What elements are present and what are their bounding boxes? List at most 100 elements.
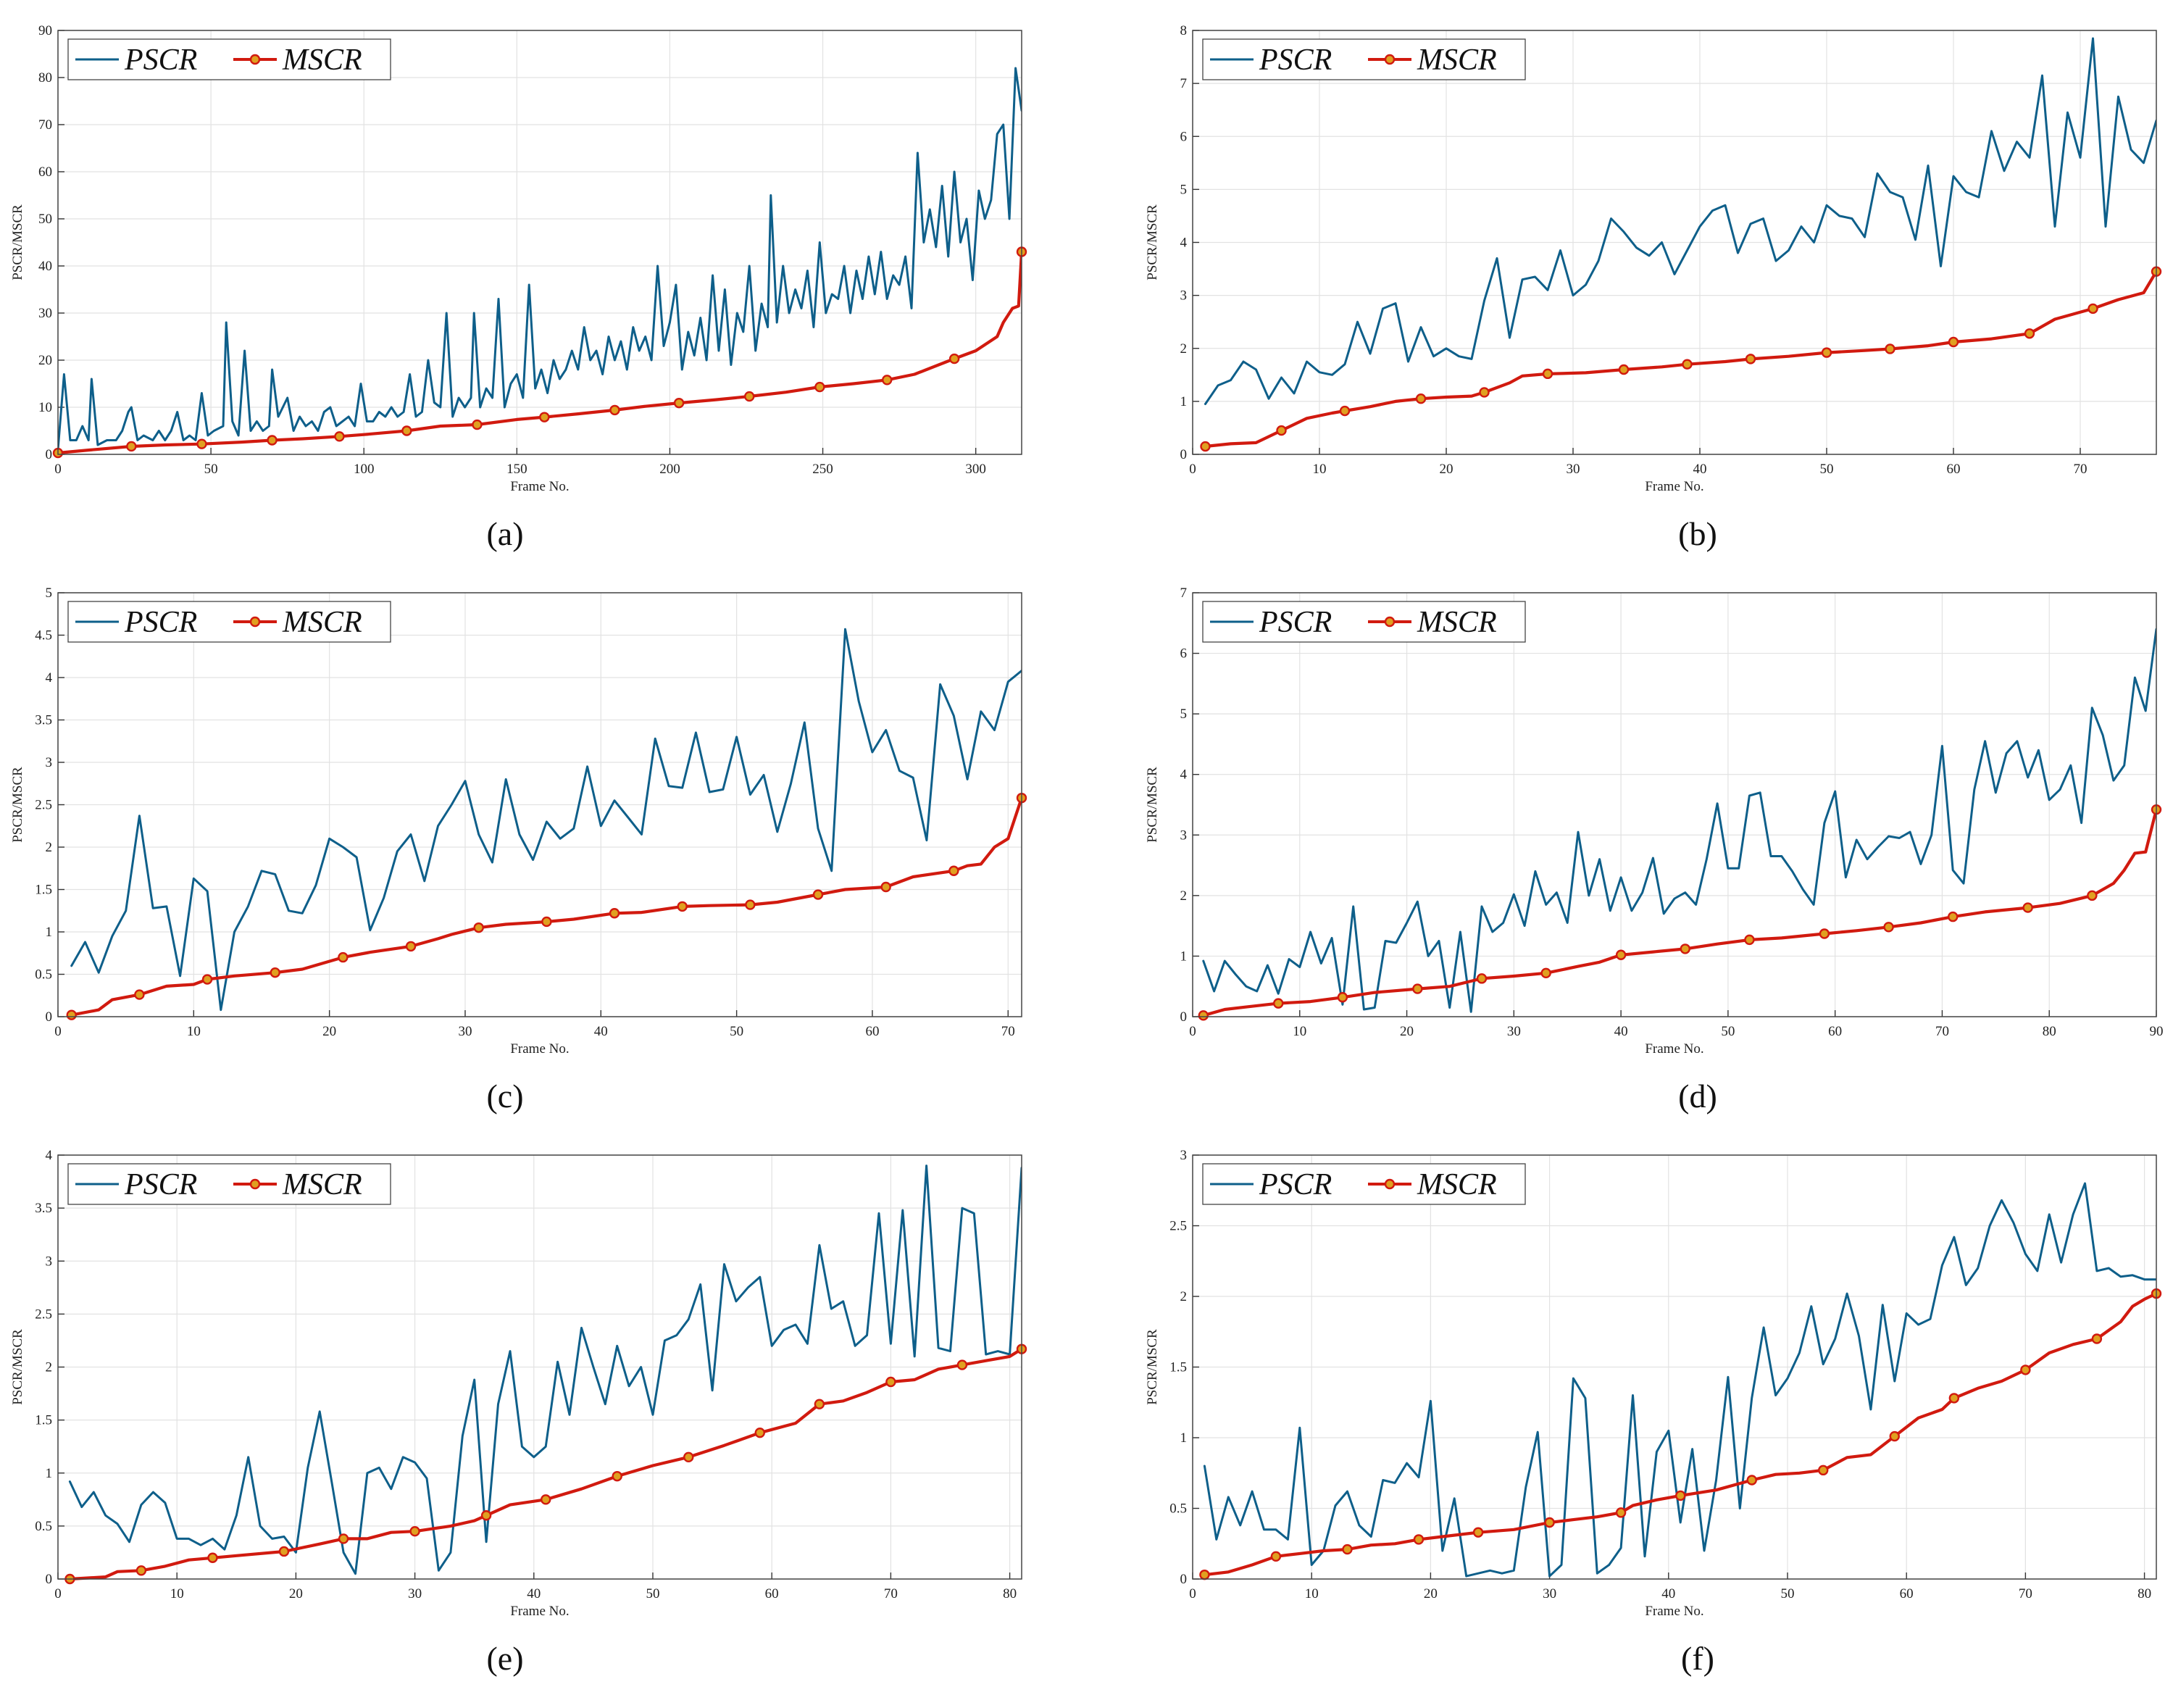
y-tick-label: 0 (1180, 1572, 1188, 1587)
panel-label: (d) (1678, 1078, 1717, 1115)
series-marker-mscr (948, 353, 960, 364)
y-tick-label: 2 (1180, 341, 1188, 357)
series-marker-mscr (2087, 890, 2098, 901)
series-marker-mscr (1680, 943, 1690, 954)
series-marker-mscr (401, 425, 412, 436)
x-axis-label: Frame No. (1645, 1041, 1703, 1057)
series-marker-mscr (66, 1009, 77, 1020)
y-tick-label: 1.5 (1169, 1360, 1187, 1375)
series-marker-mscr (338, 1533, 349, 1544)
y-tick-label: 2.5 (1169, 1219, 1187, 1234)
series-marker-mscr (1948, 911, 1959, 922)
series-marker-mscr (677, 901, 688, 912)
y-tick-label: 2 (46, 840, 53, 855)
series-marker-mscr (1273, 998, 1284, 1009)
panel-label: (e) (486, 1640, 523, 1677)
x-tick-label: 70 (884, 1586, 898, 1601)
x-tick-label: 10 (1305, 1586, 1319, 1601)
series-marker-mscr (1889, 1430, 1900, 1442)
series-marker-mscr (885, 1376, 896, 1388)
series-group (1201, 628, 2156, 1017)
x-tick-label: 100 (354, 462, 375, 477)
y-tick-label: 1 (1180, 949, 1188, 964)
legend-box (67, 1163, 391, 1205)
legend-label-mscr: MSCR (282, 43, 362, 77)
x-tick-label: 70 (1001, 1024, 1015, 1039)
axes-box (57, 30, 1022, 455)
x-tick-label: 40 (527, 1586, 541, 1601)
legend-label-pscr: PSCR (1259, 1168, 1332, 1201)
x-axis-label: Frame No. (510, 1604, 569, 1619)
y-tick-label: 1 (46, 1466, 53, 1481)
series-marker-mscr (1819, 928, 1830, 939)
series-marker-mscr (1615, 1507, 1627, 1518)
y-tick-label: 0 (46, 1572, 53, 1587)
series-marker-mscr (201, 974, 213, 985)
legend-label-pscr: PSCR (124, 1168, 197, 1201)
series-marker-mscr (196, 438, 207, 449)
y-tick-label: 0 (46, 447, 53, 462)
y-tick-label: 40 (38, 259, 52, 274)
series-line-pscr (1204, 37, 2156, 405)
x-tick-label: 50 (1780, 1586, 1794, 1601)
series-line-pscr (1202, 628, 2156, 1013)
y-tick-label: 50 (38, 212, 52, 227)
y-tick-label: 20 (38, 353, 52, 368)
y-tick-label: 7 (1180, 586, 1188, 601)
series-marker-mscr (2024, 328, 2035, 339)
x-tick-label: 0 (1189, 1586, 1196, 1601)
y-tick-label: 5 (1180, 182, 1188, 197)
x-tick-label: 70 (1935, 1024, 1949, 1039)
x-tick-label: 20 (322, 1024, 336, 1039)
y-tick-label: 3.5 (35, 713, 52, 728)
x-axis-label: Frame No. (1645, 479, 1703, 494)
y-tick-label: 90 (38, 23, 52, 38)
y-tick-label: 4 (1180, 767, 1188, 783)
y-tick-label: 1 (1180, 394, 1188, 409)
series-marker-mscr (126, 441, 137, 452)
y-tick-label: 1 (1180, 1430, 1188, 1446)
x-tick-label: 200 (659, 462, 680, 477)
series-marker-mscr (135, 1565, 147, 1576)
series-marker-mscr (880, 881, 891, 893)
x-tick-label: 90 (2150, 1024, 2164, 1039)
y-tick-label: 0 (1180, 1009, 1188, 1025)
legend-marker-mscr (249, 1178, 261, 1190)
series-marker-mscr (270, 967, 280, 978)
y-tick-label: 0 (46, 1009, 53, 1025)
x-tick-label: 50 (1721, 1024, 1735, 1039)
chart-panel-5: 0 10 20 30 40 50 60 70 80 0 0.5 1 1.5 2 2.5 3 3.5 4 Frame … (10, 1148, 1027, 1677)
series-marker-mscr (1476, 973, 1488, 984)
series-marker-mscr (1615, 949, 1627, 960)
x-tick-label: 60 (1828, 1024, 1842, 1039)
x-tick-label: 20 (1440, 462, 1453, 477)
y-tick-label: 7 (1180, 76, 1188, 91)
series-marker-mscr (207, 1552, 218, 1563)
legend-label-mscr: MSCR (1417, 43, 1497, 77)
series-marker-mscr (1682, 359, 1693, 370)
y-tick-label: 3 (46, 1254, 53, 1269)
legend-marker-mscr (1384, 616, 1396, 628)
legend-label-pscr: PSCR (124, 43, 197, 77)
series-line-mscr (1203, 1292, 2156, 1577)
legend-box (1202, 38, 1526, 80)
legend-label-pscr: PSCR (1259, 606, 1332, 639)
x-tick-label: 0 (1189, 1024, 1196, 1039)
x-tick-label: 80 (2137, 1586, 2151, 1601)
series-marker-mscr (1618, 364, 1630, 375)
series-marker-mscr (1675, 1490, 1686, 1501)
series-marker-mscr (2091, 1333, 2103, 1344)
series-marker-mscr (541, 916, 552, 928)
y-tick-label: 5 (1180, 707, 1188, 722)
series-marker-mscr (1339, 405, 1351, 417)
series-marker-mscr (480, 1510, 492, 1521)
x-tick-label: 50 (204, 462, 218, 477)
x-tick-label: 20 (1424, 1586, 1438, 1601)
y-axis-label: PSCR/MSCR (10, 1329, 25, 1405)
y-axis-label: PSCR/MSCR (10, 767, 25, 843)
axes-box (1192, 592, 2157, 1017)
y-axis-label: PSCR/MSCR (10, 204, 25, 280)
y-tick-label: 2 (46, 1360, 53, 1375)
panel-label: (f) (1681, 1640, 1714, 1677)
